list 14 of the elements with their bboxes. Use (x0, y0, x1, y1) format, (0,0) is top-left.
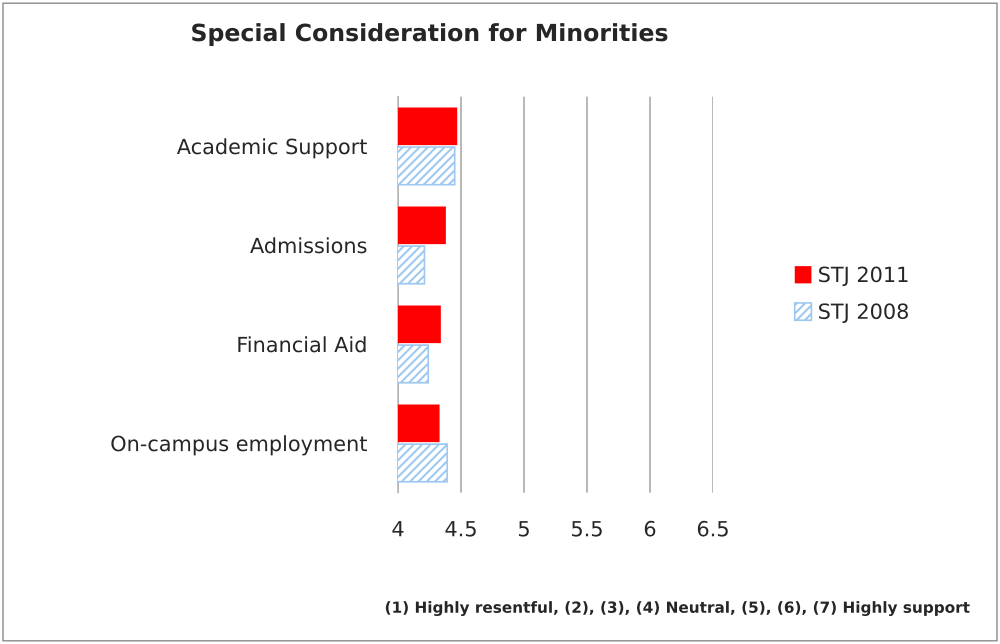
y-tick-label: Admissions (250, 237, 366, 254)
x-tick-label: 5.5 (572, 521, 602, 537)
y-tick-label: On-campus employment (111, 435, 367, 456)
x-tick-label: 6.5 (698, 520, 728, 537)
legend-label: STJ 2011 (819, 266, 908, 286)
x-tick-label: 4 (392, 521, 404, 536)
y-tick-label: Financial Aid (238, 336, 366, 352)
x-tick-label: 4.5 (445, 521, 476, 537)
x-tick-label: 5 (518, 521, 529, 537)
y-tick-label: Academic Support (176, 138, 367, 158)
x-tick-label: 6 (644, 520, 656, 537)
legend-label: STJ 2008 (819, 303, 908, 323)
text: (1) Highly resentful, (2), (3), (4) Neutral, (5), (6), (7) Highly support (386, 601, 970, 616)
chart-title: Special Consideration for Minorities (192, 23, 668, 46)
